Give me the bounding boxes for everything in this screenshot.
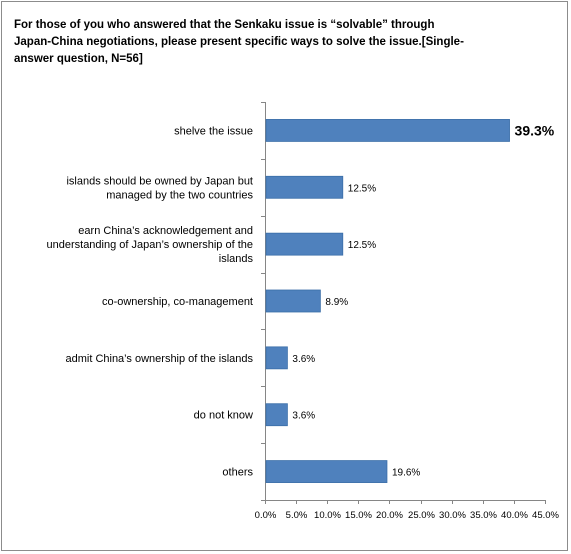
category-label: earn China’s acknowledgement and (78, 225, 253, 237)
bar (265, 289, 321, 313)
bar (265, 346, 288, 370)
x-tick-label: 10.0% (314, 510, 341, 521)
value-label: 3.6% (292, 354, 315, 365)
category-label: shelve the issue (174, 125, 253, 137)
bar (265, 119, 510, 142)
category-label: co-ownership, co-management (102, 296, 253, 308)
x-tick-label: 20.0% (376, 510, 403, 521)
value-label: 3.6% (292, 411, 315, 422)
category-label: others (222, 467, 253, 479)
value-label: 12.5% (348, 183, 376, 194)
bar (265, 175, 344, 199)
bar (265, 403, 288, 427)
x-tick-label: 5.0% (286, 510, 308, 521)
category-label: do not know (194, 410, 253, 422)
x-tick-label: 0.0% (255, 510, 277, 521)
x-tick-label: 25.0% (408, 510, 435, 521)
value-label: 39.3% (515, 122, 555, 138)
category-label: islands (219, 253, 254, 265)
category-label: admit China’s ownership of the islands (65, 353, 253, 365)
category-label: islands should be owned by Japan but (66, 175, 253, 187)
x-tick-label: 45.0% (532, 510, 559, 521)
chart-title: For those of you who answered that the S… (14, 19, 464, 65)
category-label: managed by the two countries (106, 189, 253, 201)
category-label: understanding of Japan’s ownership of th… (47, 239, 254, 251)
x-tick-label: 40.0% (501, 510, 528, 521)
value-label: 8.9% (325, 297, 348, 308)
bar (265, 460, 388, 483)
x-tick-label: 35.0% (470, 510, 497, 521)
value-label: 12.5% (348, 240, 376, 251)
value-label: 19.6% (392, 468, 420, 479)
x-tick-label: 15.0% (345, 510, 372, 521)
bar (265, 232, 344, 256)
x-tick-label: 30.0% (439, 510, 466, 521)
